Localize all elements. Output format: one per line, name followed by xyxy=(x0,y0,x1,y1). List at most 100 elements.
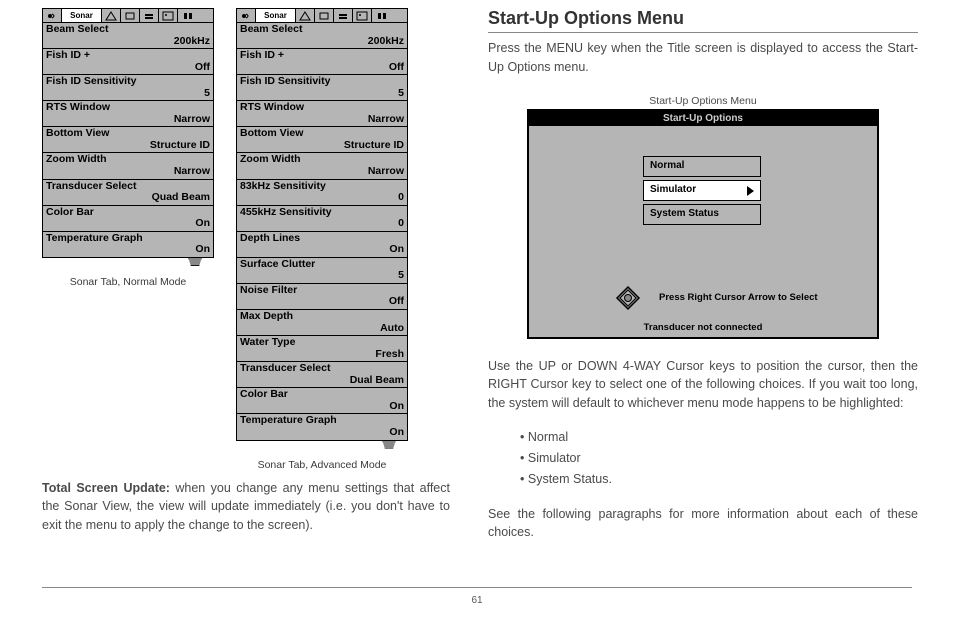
menu-value: 200kHz xyxy=(46,36,210,48)
menu-value: Auto xyxy=(240,323,404,335)
tab-icon xyxy=(334,9,353,22)
intro-text: Press the MENU key when the Title screen… xyxy=(488,39,918,77)
menu-label: Noise Filter xyxy=(240,285,404,297)
menu-value: Dual Beam xyxy=(240,375,404,387)
menu-value: Narrow xyxy=(46,166,210,178)
menu-row: Fish ID Sensitivity5 xyxy=(237,75,407,101)
tab-icon xyxy=(159,9,178,22)
startup-option-button[interactable]: System Status xyxy=(643,204,761,225)
right-column: Start-Up Options Menu Press the MENU key… xyxy=(488,8,918,542)
menu-value: On xyxy=(240,401,404,413)
menu-value: Structure ID xyxy=(46,140,210,152)
tab-icon xyxy=(372,9,391,22)
menu-row: 455kHz Sensitivity0 xyxy=(237,206,407,232)
menu-label: Depth Lines xyxy=(240,233,404,245)
menu-row: Max DepthAuto xyxy=(237,310,407,336)
menu-panel-advanced: Sonar Beam Select200kHzFish ID +OffFish … xyxy=(236,8,408,441)
menu-value: 5 xyxy=(240,270,404,282)
tab-sonar: Sonar xyxy=(256,9,296,22)
scroll-indicator-icon xyxy=(382,440,396,449)
menu-label: Water Type xyxy=(240,337,404,349)
caption-advanced: Sonar Tab, Advanced Mode xyxy=(258,459,387,471)
tab-sonar: Sonar xyxy=(62,9,102,22)
tab-icon xyxy=(121,9,140,22)
menu-label: Fish ID Sensitivity xyxy=(240,76,404,88)
menu-value: Off xyxy=(240,62,404,74)
menu-value: Fresh xyxy=(240,349,404,361)
menu-row: Beam Select200kHz xyxy=(237,23,407,49)
menu-value: Narrow xyxy=(240,114,404,126)
menu-row: Temperature GraphOn xyxy=(237,414,407,439)
startup-screen: Start-Up Options Normal Simulator System S… xyxy=(527,109,879,339)
menu-value: On xyxy=(46,218,210,230)
startup-options-list: Normal Simulator System Status xyxy=(643,156,761,225)
tab-bar: Sonar xyxy=(237,9,407,23)
menu-label: Color Bar xyxy=(46,207,210,219)
menu-value: Off xyxy=(46,62,210,74)
para-see-following: See the following paragraphs for more in… xyxy=(488,505,918,543)
menu-value: 200kHz xyxy=(240,36,404,48)
menu-label: Color Bar xyxy=(240,389,404,401)
menu-label: 83kHz Sensitivity xyxy=(240,181,404,193)
bullet-item: Simulator xyxy=(520,448,918,469)
menu-row: Noise FilterOff xyxy=(237,284,407,310)
menu-label: 455kHz Sensitivity xyxy=(240,207,404,219)
menu-value: On xyxy=(240,427,404,439)
tab-icon xyxy=(353,9,372,22)
caption-normal: Sonar Tab, Normal Mode xyxy=(70,276,187,288)
tab-icon xyxy=(178,9,197,22)
menu-row: Zoom WidthNarrow xyxy=(237,153,407,179)
menu-row: Zoom WidthNarrow xyxy=(43,153,213,179)
total-screen-update-text: Total Screen Update: when you change any… xyxy=(42,479,450,535)
menu-row: RTS WindowNarrow xyxy=(237,101,407,127)
tab-icon xyxy=(296,9,315,22)
tab-icon xyxy=(43,9,62,22)
menu-label: Beam Select xyxy=(46,24,210,36)
menu-value: On xyxy=(46,244,210,256)
menu-label: Beam Select xyxy=(240,24,404,36)
menu-row: Fish ID +Off xyxy=(43,49,213,75)
menu-panel-normal: Sonar Beam Select200kHzFish ID +OffFish … xyxy=(42,8,214,258)
menu-value: On xyxy=(240,244,404,256)
cursor-hint-block: Press Right Cursor Arrow to Select xyxy=(615,285,818,311)
menu-label: Max Depth xyxy=(240,311,404,323)
menu-value: Structure ID xyxy=(240,140,404,152)
page-title: Start-Up Options Menu xyxy=(488,8,918,33)
menu-value: 0 xyxy=(240,218,404,230)
menu-row: Transducer SelectDual Beam xyxy=(237,362,407,388)
menu-value: 5 xyxy=(46,88,210,100)
menu-row: Color BarOn xyxy=(237,388,407,414)
menu-panel-normal-wrap: Sonar Beam Select200kHzFish ID +OffFish … xyxy=(42,8,214,471)
tab-icon xyxy=(102,9,121,22)
menu-label: Fish ID + xyxy=(240,50,404,62)
startup-option-button[interactable]: Normal xyxy=(643,156,761,177)
tab-icon xyxy=(315,9,334,22)
menu-value: Quad Beam xyxy=(46,192,210,204)
scroll-indicator-icon xyxy=(188,257,202,266)
para-instructions: Use the UP or DOWN 4-WAY Cursor keys to … xyxy=(488,357,918,413)
menu-label: Temperature Graph xyxy=(46,233,210,245)
menu-value: Narrow xyxy=(46,114,210,126)
menu-row: Fish ID +Off xyxy=(237,49,407,75)
startup-title-bar: Start-Up Options xyxy=(529,111,877,126)
menu-row: Beam Select200kHz xyxy=(43,23,213,49)
menu-row: RTS WindowNarrow xyxy=(43,101,213,127)
menu-row: Surface Clutter5 xyxy=(237,258,407,284)
menu-value: Narrow xyxy=(240,166,404,178)
startup-footer: Transducer not connected xyxy=(529,322,877,333)
menu-label: Fish ID Sensitivity xyxy=(46,76,210,88)
cursor-diamond-icon xyxy=(615,285,641,311)
page-number: 61 xyxy=(0,595,954,606)
total-screen-bold: Total Screen Update: xyxy=(42,481,170,495)
menu-label: Temperature Graph xyxy=(240,415,404,427)
menu-label: Surface Clutter xyxy=(240,259,404,271)
bullet-list: NormalSimulatorSystem Status. xyxy=(520,427,918,491)
menu-row: Water TypeFresh xyxy=(237,336,407,362)
tab-icon xyxy=(140,9,159,22)
menu-value: 5 xyxy=(240,88,404,100)
menu-row: Bottom ViewStructure ID xyxy=(237,127,407,153)
startup-option-button[interactable]: Simulator xyxy=(643,180,761,201)
tab-bar: Sonar xyxy=(43,9,213,23)
screen-caption: Start-Up Options Menu xyxy=(488,95,918,107)
menu-row: Fish ID Sensitivity5 xyxy=(43,75,213,101)
